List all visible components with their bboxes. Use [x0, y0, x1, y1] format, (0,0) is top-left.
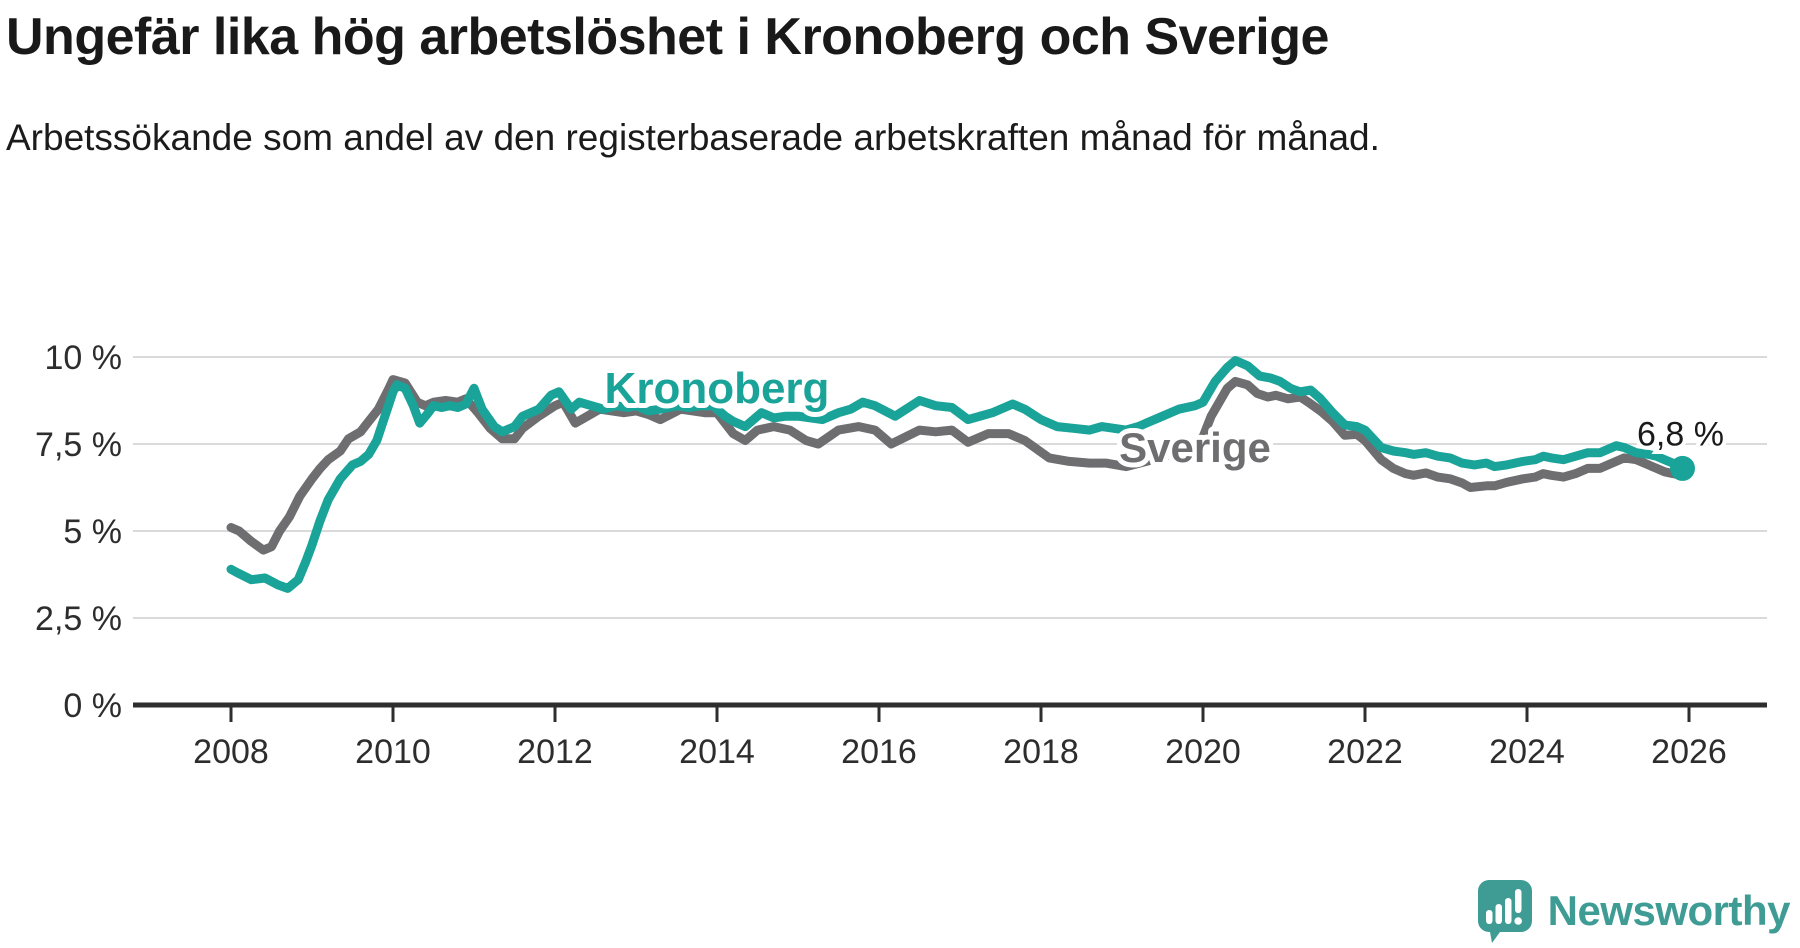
- chart-subtitle: Arbetssökande som andel av den registerb…: [6, 117, 1380, 158]
- logo-bar-3: [1504, 898, 1512, 924]
- x-axis-labels: 2008 2010 2012 2014 2016 2018 2020 2022 2024 2026: [193, 733, 1727, 771]
- kronoberg-series-label: Kronoberg: [605, 364, 830, 413]
- y-axis-tick-label: 2,5 %: [35, 600, 122, 638]
- series-line-sverige: [226, 375, 1687, 555]
- y-axis-tick-label: 7,5 %: [35, 426, 122, 464]
- x-axis-tick-label: 2022: [1327, 733, 1403, 771]
- chart-title: Ungefär lika hög arbetslöshet i Kronober…: [6, 8, 1329, 66]
- logo-bar-1: [1485, 910, 1493, 924]
- logo-exclamation-bar: [1514, 889, 1522, 913]
- x-axis-tick-label: 2008: [193, 733, 269, 771]
- x-axis-tick-label: 2014: [679, 733, 755, 771]
- sverige-series-label: Sverige: [1119, 424, 1271, 471]
- x-axis-tick-label: 2026: [1651, 733, 1727, 771]
- x-axis-tick-label: 2018: [1003, 733, 1079, 771]
- x-axis-tick-label: 2020: [1165, 733, 1241, 771]
- x-axis-tick-label: 2016: [841, 733, 917, 771]
- series-lines: [226, 356, 1687, 593]
- newsworthy-logo-icon: [1477, 880, 1532, 943]
- y-axis-tick-label: 10 %: [45, 339, 123, 377]
- y-axis-labels: 0 % 2,5 % 5 % 7,5 % 10 %: [35, 339, 122, 725]
- x-axis-tick-label: 2012: [517, 733, 593, 771]
- logo-exclamation-dot: [1514, 917, 1522, 925]
- end-point-marker: [1670, 455, 1695, 481]
- x-axis-tick-label: 2010: [355, 733, 431, 771]
- x-axis-ticks: [229, 705, 1691, 722]
- series-line-kronoberg: [226, 356, 1687, 593]
- gridlines: [133, 356, 1767, 619]
- y-axis-tick-label: 5 %: [63, 513, 122, 551]
- x-axis-tick-label: 2024: [1489, 733, 1565, 771]
- logo-bar-2: [1495, 904, 1502, 924]
- latest-value-label: 6,8 %: [1637, 415, 1724, 453]
- y-axis-tick-label: 0 %: [63, 687, 122, 725]
- brand-name: Newsworthy: [1547, 887, 1791, 934]
- newsworthy-brand: Newsworthy: [1476, 878, 1791, 944]
